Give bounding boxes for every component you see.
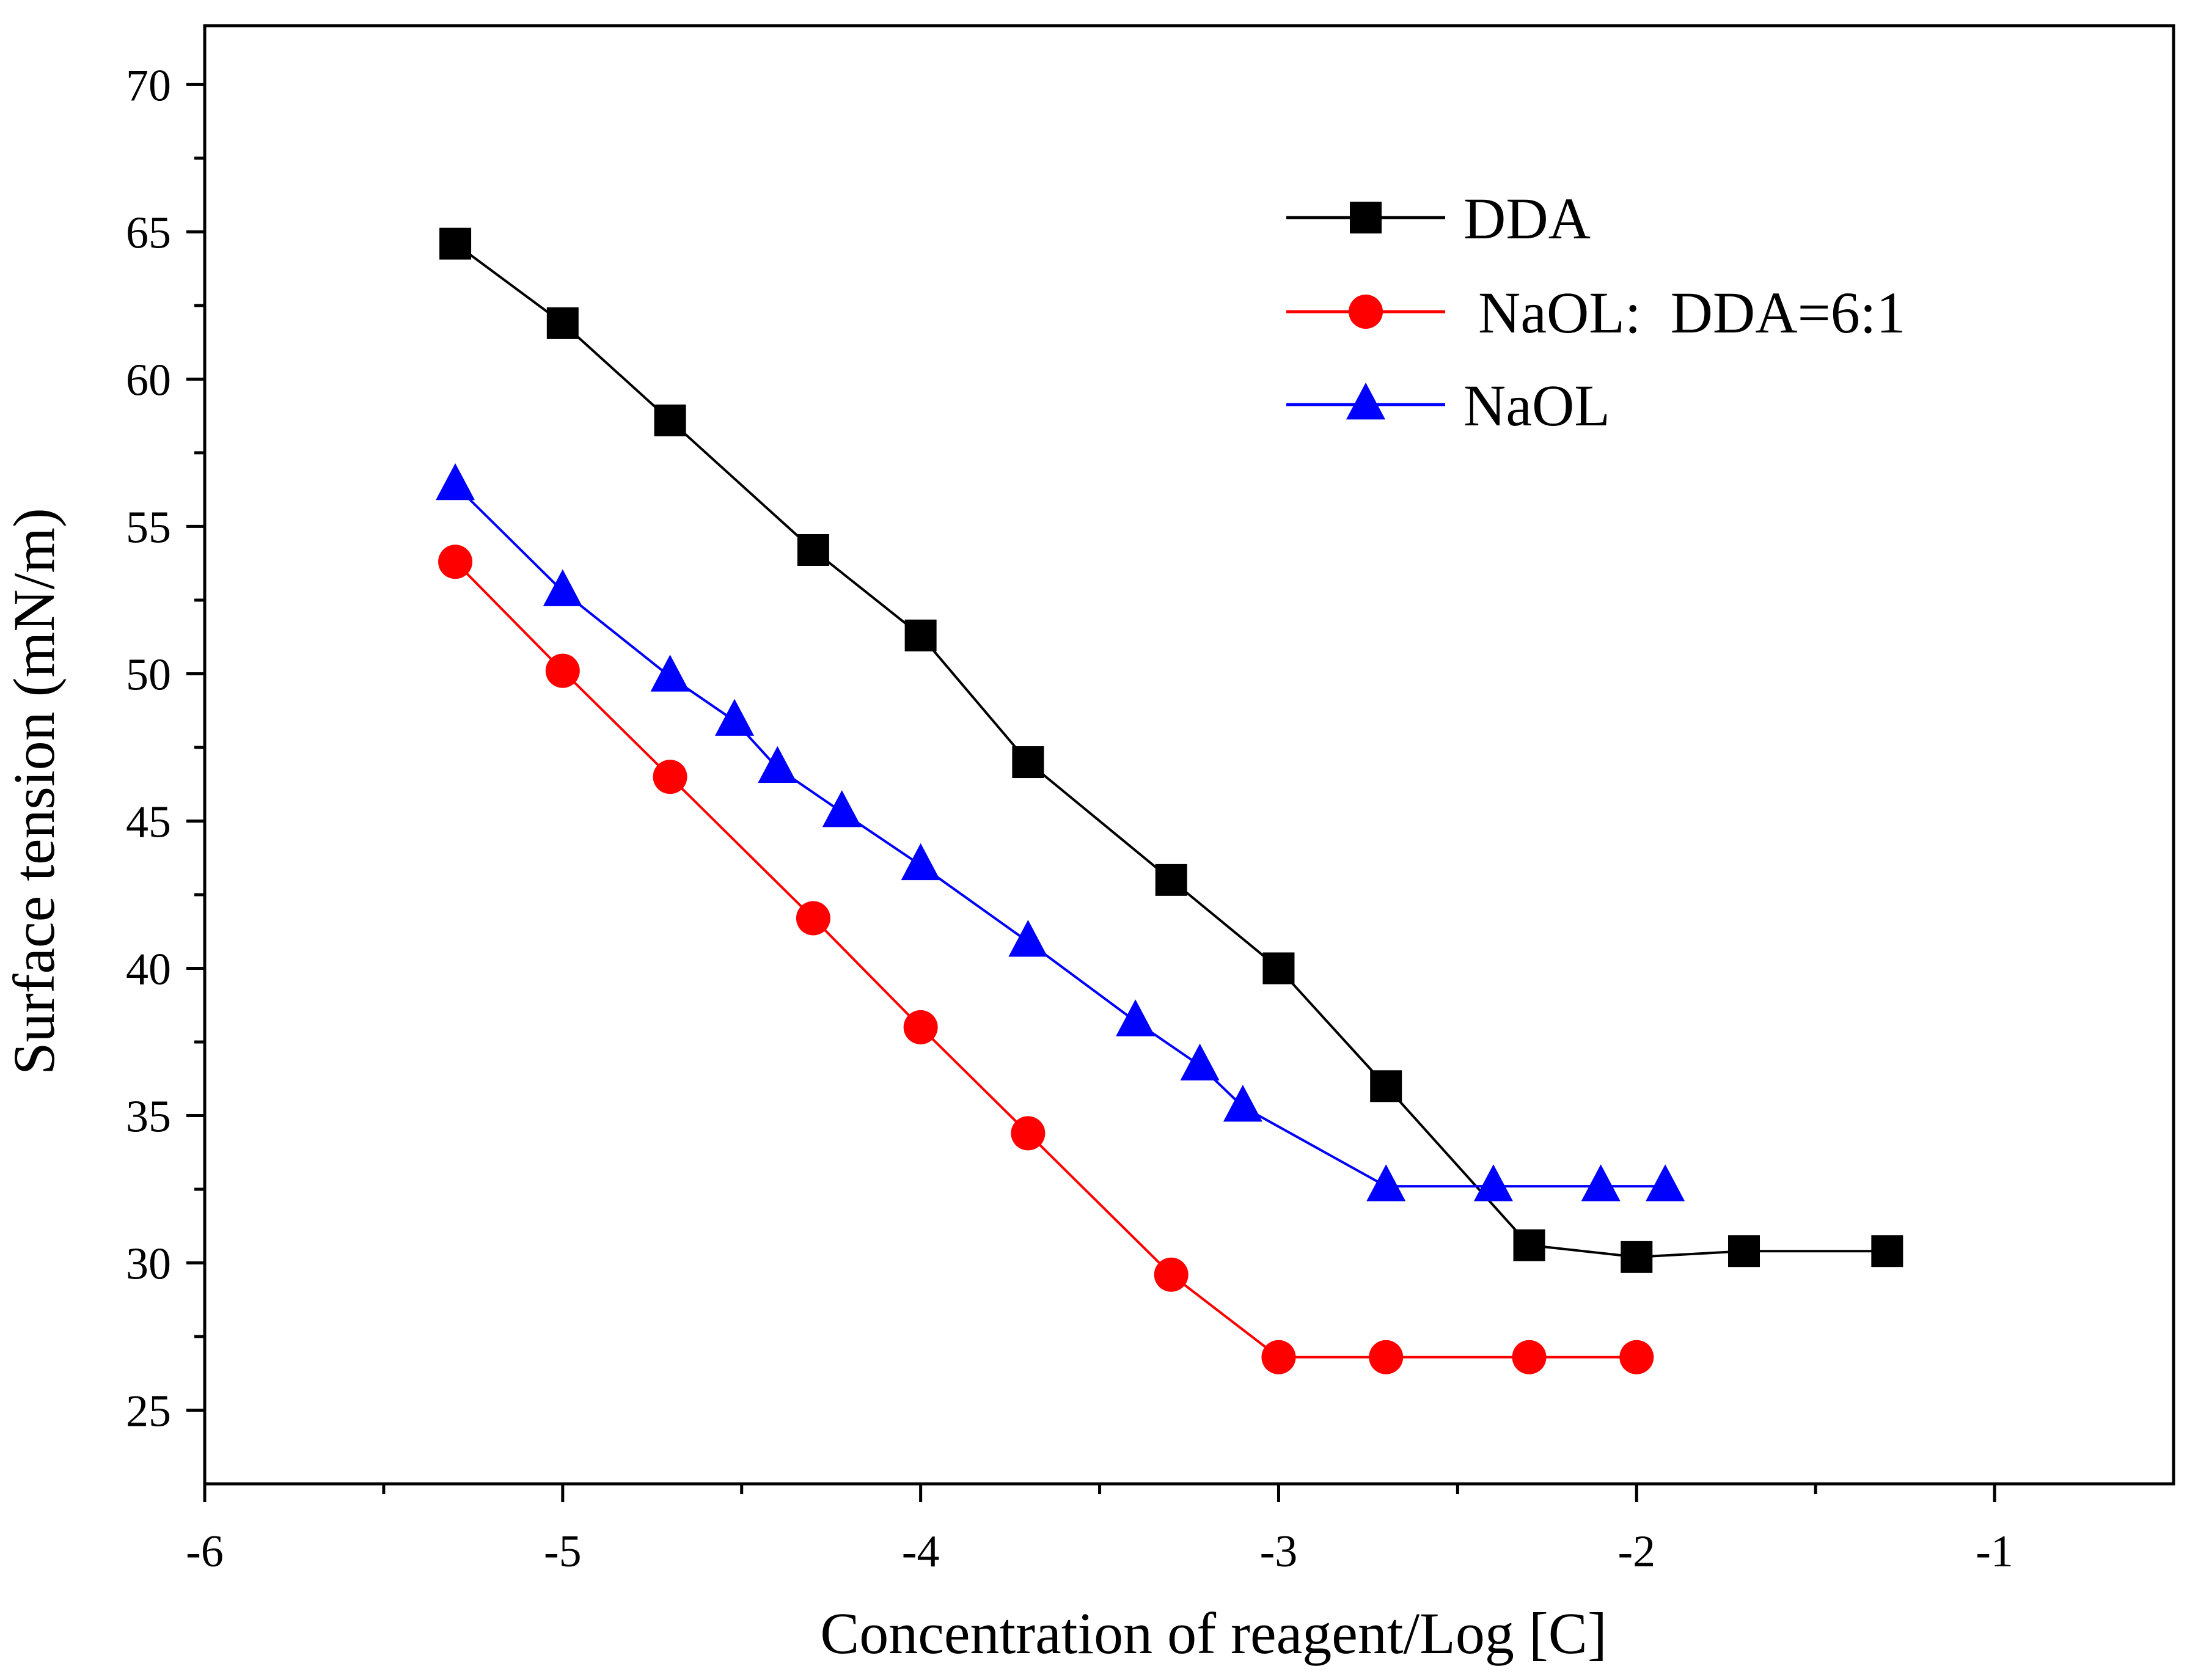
legend-label: DDA: [1464, 186, 1591, 251]
x-tick-label: -6: [186, 1527, 224, 1577]
data-point-dda: [797, 534, 829, 566]
data-point-naol: [1646, 1164, 1685, 1201]
data-point-naol: [822, 790, 862, 827]
y-tick-label: 60: [126, 355, 171, 405]
y-tick-label: 50: [126, 650, 171, 700]
series-layer: [436, 227, 1903, 1374]
data-point-naol-dda-6-1: [1369, 1340, 1404, 1374]
legend-item-naol-dda-6-1: NaOL: DDA=6:1: [1286, 280, 1905, 345]
data-point-dda: [1012, 746, 1044, 779]
data-point-naol-dda-6-1: [796, 901, 830, 936]
legend-item-naol: NaOL: [1286, 373, 1610, 438]
legend-item-dda: DDA: [1286, 186, 1591, 251]
data-point-dda: [904, 619, 937, 651]
data-point-naol: [1008, 920, 1048, 957]
data-point-dda: [546, 307, 579, 339]
plot-frame: [203, 24, 2175, 1486]
data-point-naol: [543, 569, 582, 606]
y-tick-label: 65: [126, 208, 171, 258]
data-point-naol: [1581, 1164, 1621, 1201]
data-point-naol-dda-6-1: [903, 1010, 938, 1044]
data-point-dda: [1871, 1235, 1903, 1267]
y-tick-label: 45: [126, 797, 171, 847]
data-point-naol: [901, 843, 940, 881]
data-point-naol: [1116, 999, 1156, 1036]
data-point-naol-dda-6-1: [1619, 1340, 1654, 1374]
y-axis-title: Surface tension (mN/m): [1, 508, 67, 1075]
x-tick-label: -2: [1617, 1527, 1655, 1577]
x-tick-label: -4: [902, 1527, 940, 1577]
series-naol: [436, 463, 1685, 1201]
data-point-naol-dda-6-1: [1261, 1340, 1296, 1374]
data-point-dda: [1155, 864, 1187, 896]
data-point-naol: [1223, 1085, 1262, 1122]
data-point-dda: [1370, 1070, 1402, 1102]
series-dda: [439, 227, 1903, 1273]
legend-marker: [1346, 383, 1385, 420]
data-point-naol-dda-6-1: [1154, 1257, 1189, 1292]
data-point-naol: [1473, 1164, 1513, 1201]
data-point-naol-dda-6-1: [1011, 1116, 1046, 1151]
data-point-dda: [1621, 1241, 1653, 1273]
data-point-dda: [1728, 1235, 1760, 1267]
data-point-dda: [1513, 1229, 1545, 1261]
ticks-layer: -6 -5 -4 -3 -2 -1 25 30 35 40 45 50 55 60 65 70: [126, 61, 2013, 1577]
data-point-naol-dda-6-1: [653, 760, 687, 794]
y-tick-label: 35: [126, 1091, 171, 1142]
data-point-naol-dda-6-1: [545, 653, 580, 688]
legend-label: NaOL: [1464, 373, 1610, 438]
legend-marker: [1349, 295, 1383, 329]
data-point-naol: [650, 655, 690, 692]
data-point-naol-dda-6-1: [438, 545, 473, 579]
x-tick-label: -5: [544, 1527, 582, 1577]
data-point-naol: [715, 699, 755, 736]
legend-label: NaOL: DDA=6:1: [1464, 280, 1905, 345]
data-point-dda: [1262, 952, 1295, 985]
data-point-dda: [654, 404, 686, 436]
data-point-naol: [1180, 1043, 1220, 1080]
y-tick-label: 40: [126, 944, 171, 994]
series-naol-dda-6-1: [438, 545, 1654, 1374]
x-tick-label: -1: [1976, 1527, 2013, 1577]
data-point-naol: [1366, 1164, 1406, 1201]
y-tick-label: 25: [126, 1386, 171, 1436]
data-point-naol: [758, 746, 797, 783]
data-point-naol: [436, 463, 475, 501]
x-tick-label: -3: [1260, 1527, 1298, 1577]
y-tick-label: 30: [126, 1239, 171, 1289]
legend-marker: [1350, 202, 1382, 233]
legend: DDA NaOL: DDA=6:1 NaOL: [1286, 186, 1905, 438]
data-point-dda: [439, 227, 472, 260]
y-tick-label: 70: [126, 61, 171, 111]
data-point-naol-dda-6-1: [1512, 1340, 1547, 1374]
y-tick-label: 55: [126, 502, 171, 552]
x-axis-title: Concentration of reagent/Log [C]: [820, 1601, 1607, 1666]
